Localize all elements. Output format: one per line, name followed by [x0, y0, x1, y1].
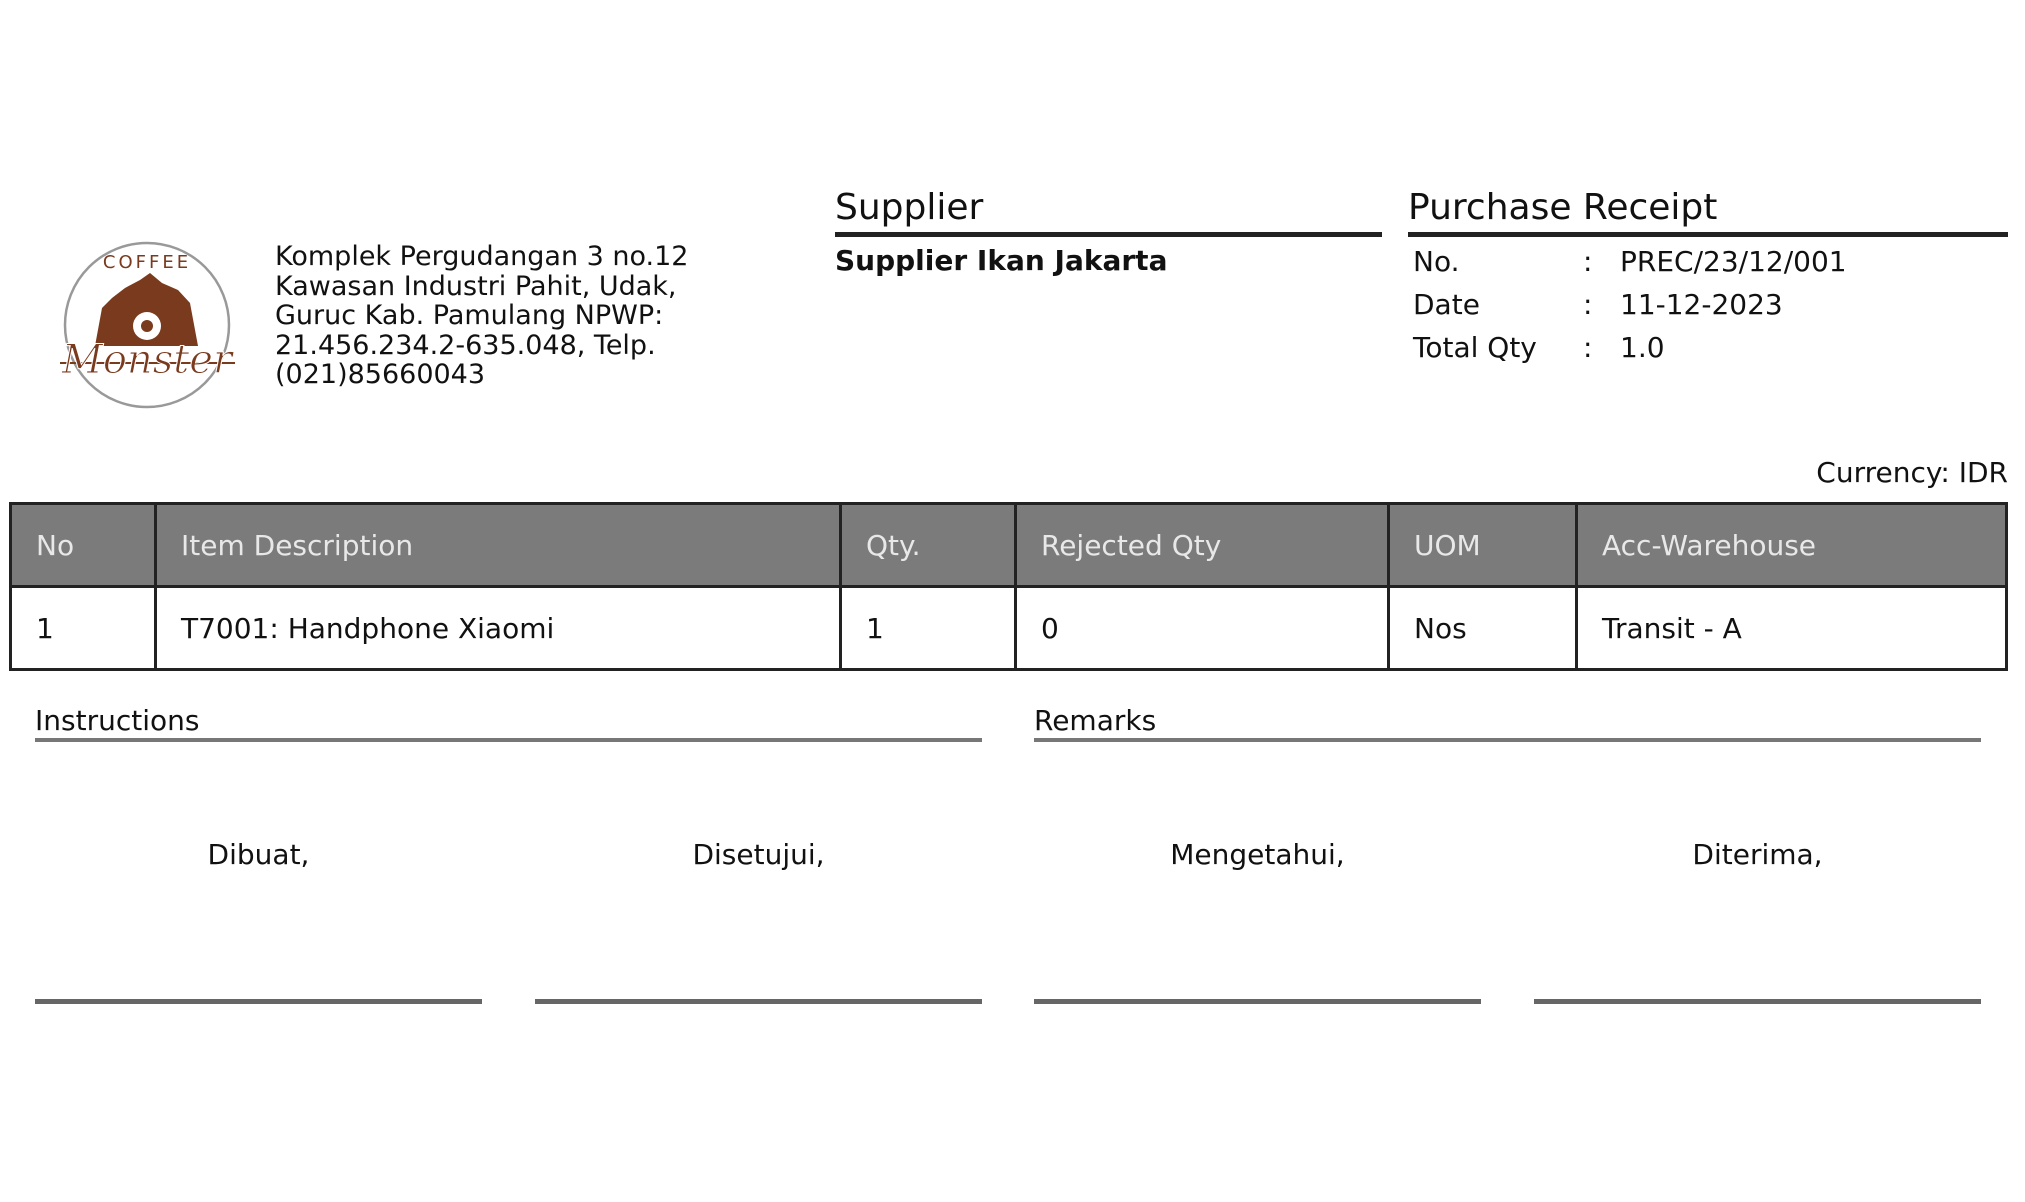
supplier-title: Supplier [835, 187, 984, 228]
meta-label: Total Qty [1413, 331, 1537, 364]
cell-uom: Nos [1387, 585, 1578, 671]
table-row: 1 T7001: Handphone Xiaomi 1 0 Nos Transi… [9, 585, 2008, 671]
header-rejected-qty: Rejected Qty [1014, 502, 1390, 588]
header-qty: Qty. [839, 502, 1017, 588]
header-no: No [9, 502, 157, 588]
header-acc-warehouse: Acc-Warehouse [1575, 502, 2008, 588]
table-header-row: No Item Description Qty. Rejected Qty UO… [9, 502, 2008, 588]
meta-row-date: Date : 11-12-2023 [1413, 283, 1847, 326]
address-line: Guruc Kab. Pamulang NPWP: [275, 300, 664, 331]
cell-acc-warehouse: Transit - A [1575, 585, 2008, 671]
meta-sep: : [1583, 331, 1593, 364]
header-item-description: Item Description [154, 502, 842, 588]
address-line: Kawasan Industri Pahit, Udak, [275, 270, 677, 302]
receipt-divider [1408, 232, 2008, 237]
remarks-divider [1034, 738, 1981, 742]
signature-line [1534, 999, 1981, 1004]
signature-line [35, 999, 482, 1004]
cell-rejected-qty: 0 [1014, 585, 1390, 671]
meta-value: 1.0 [1620, 331, 1665, 364]
address-line: (021)85660043 [275, 359, 486, 390]
cell-item-description: T7001: Handphone Xiaomi [154, 585, 842, 671]
meta-value: PREC/23/12/001 [1620, 245, 1847, 278]
cell-no: 1 [9, 585, 157, 671]
meta-label: Date [1413, 288, 1480, 321]
signature-line [535, 999, 982, 1004]
signature-label-disetujui: Disetujui, [692, 838, 825, 871]
header-uom: UOM [1387, 502, 1578, 588]
supplier-name: Supplier Ikan Jakarta [835, 244, 1168, 277]
cell-qty: 1 [839, 585, 1017, 671]
items-table: No Item Description Qty. Rejected Qty UO… [9, 502, 2008, 671]
meta-value: 11-12-2023 [1620, 288, 1783, 321]
svg-text:COFFEE: COFFEE [103, 252, 191, 273]
receipt-meta: No. : PREC/23/12/001 Date : 11-12-2023 T… [1413, 240, 1847, 369]
instructions-title: Instructions [35, 704, 200, 737]
svg-text:Monster: Monster [61, 337, 235, 383]
address-line: Komplek Pergudangan 3 no.12 [275, 241, 689, 272]
meta-sep: : [1583, 245, 1593, 278]
signature-label-diterima: Diterima, [1692, 838, 1823, 871]
address-line: 21.456.234.2-635.048, Telp. [275, 329, 656, 361]
meta-row-total-qty: Total Qty : 1.0 [1413, 326, 1847, 369]
receipt-title: Purchase Receipt [1408, 187, 1718, 228]
signature-label-dibuat: Dibuat, [207, 838, 310, 871]
meta-label: No. [1413, 245, 1460, 278]
signature-line [1034, 999, 1481, 1004]
company-logo: COFFEE Monster [50, 228, 245, 423]
instructions-divider [35, 738, 982, 742]
supplier-divider [835, 232, 1382, 237]
company-address: Komplek Pergudangan 3 no.12 Kawasan Indu… [275, 242, 795, 390]
remarks-title: Remarks [1034, 704, 1157, 737]
meta-sep: : [1583, 288, 1593, 321]
meta-row-no: No. : PREC/23/12/001 [1413, 240, 1847, 283]
signature-label-mengetahui: Mengetahui, [1170, 838, 1345, 871]
currency-label: Currency: IDR [1816, 456, 2008, 489]
